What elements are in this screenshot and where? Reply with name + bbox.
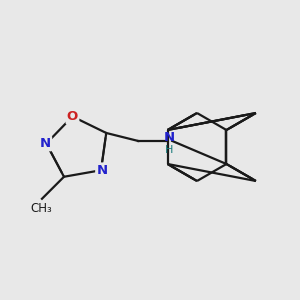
Text: N: N — [40, 137, 51, 150]
Text: H: H — [165, 145, 173, 155]
Text: O: O — [67, 110, 78, 123]
Text: N: N — [164, 131, 175, 145]
Text: N: N — [97, 164, 108, 177]
Text: CH₃: CH₃ — [30, 202, 52, 215]
